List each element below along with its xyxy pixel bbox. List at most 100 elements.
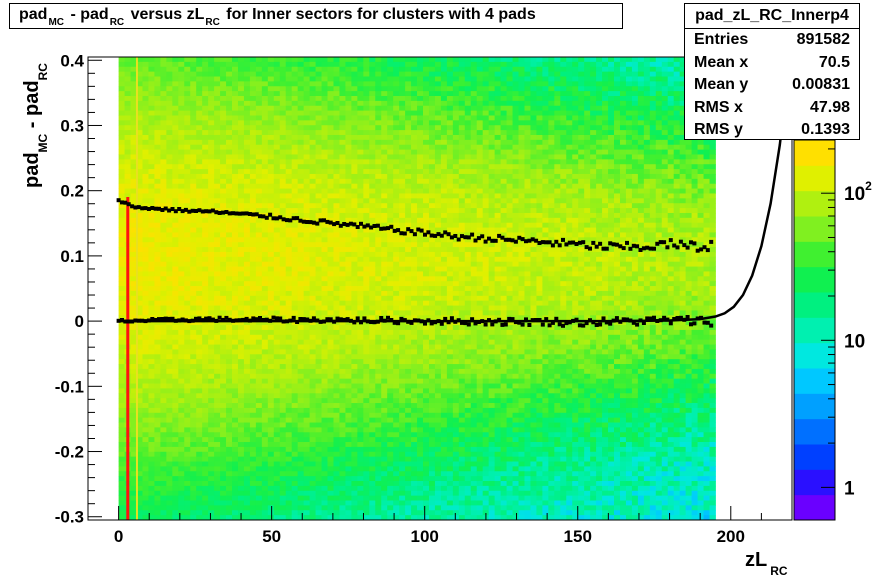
heatmap-cell bbox=[345, 66, 352, 73]
heatmap-cell bbox=[255, 476, 263, 482]
heatmap-cell bbox=[136, 305, 143, 311]
heatmap-cell bbox=[327, 393, 334, 399]
heatmap-cell bbox=[196, 276, 203, 282]
heatmap-cell bbox=[411, 510, 418, 516]
heatmap-cell bbox=[423, 130, 430, 136]
heatmap-cell bbox=[148, 412, 155, 419]
heatmap-cell bbox=[243, 481, 251, 487]
heatmap-cell bbox=[178, 203, 185, 209]
heatmap-cell bbox=[369, 500, 376, 506]
heatmap-cell bbox=[393, 339, 400, 345]
heatmap-cell bbox=[297, 451, 305, 458]
heatmap-cell bbox=[148, 393, 155, 399]
heatmap-cell bbox=[363, 110, 370, 116]
heatmap-cell bbox=[160, 144, 167, 150]
heatmap-cell bbox=[154, 339, 161, 345]
heatmap-cell bbox=[309, 446, 316, 453]
heatmap-cell bbox=[255, 417, 263, 423]
heatmap-cell bbox=[220, 81, 227, 87]
heatmap-cell bbox=[321, 95, 328, 102]
heatmap-cell bbox=[387, 295, 394, 302]
heatmap-cell bbox=[321, 164, 328, 170]
heatmap-cell bbox=[267, 437, 275, 443]
heatmap-cell bbox=[172, 515, 179, 521]
heatmap-cell bbox=[160, 178, 167, 185]
heatmap-cell bbox=[226, 232, 233, 238]
heatmap-cell bbox=[243, 505, 251, 511]
heatmap-cell bbox=[142, 388, 149, 394]
heatmap-cell bbox=[130, 95, 137, 102]
heatmap-cell bbox=[393, 276, 400, 282]
heatmap-cell bbox=[405, 485, 412, 492]
heatmap-cell bbox=[315, 247, 322, 253]
heatmap-cell bbox=[136, 349, 143, 355]
heatmap-cell bbox=[273, 490, 281, 497]
heatmap-cell bbox=[124, 110, 131, 116]
heatmap-cell bbox=[184, 110, 191, 116]
heatmap-cell bbox=[411, 320, 418, 326]
heatmap-cell bbox=[417, 57, 424, 63]
heatmap-cell bbox=[423, 188, 430, 194]
heatmap-cell bbox=[303, 115, 311, 121]
heatmap-cell bbox=[172, 154, 179, 160]
heatmap-cell bbox=[172, 339, 179, 345]
heatmap-cell bbox=[393, 485, 400, 492]
heatmap-cell bbox=[226, 349, 233, 355]
heatmap-cell bbox=[261, 451, 269, 458]
heatmap-cell bbox=[178, 281, 185, 287]
heatmap-cell bbox=[417, 334, 424, 341]
heatmap-cell bbox=[208, 446, 215, 453]
heatmap-cell bbox=[184, 222, 191, 228]
heatmap-cell bbox=[249, 300, 257, 306]
heatmap-cell bbox=[387, 81, 394, 87]
heatmap-cell bbox=[417, 242, 424, 248]
heatmap-cell bbox=[166, 164, 173, 170]
heatmap-cell bbox=[327, 334, 334, 341]
heatmap-cell bbox=[130, 354, 137, 360]
heatmap-cell bbox=[255, 251, 263, 258]
heatmap-cell bbox=[285, 339, 293, 345]
heatmap-cell bbox=[184, 115, 191, 121]
heatmap-cell bbox=[160, 515, 167, 521]
heatmap-cell bbox=[232, 451, 239, 458]
heatmap-cell bbox=[237, 500, 245, 506]
heatmap-cell bbox=[351, 485, 358, 492]
heatmap-cell bbox=[237, 203, 245, 209]
heatmap-cell bbox=[142, 247, 149, 253]
heatmap-cell bbox=[255, 368, 263, 375]
heatmap-cell bbox=[118, 407, 125, 414]
heatmap-cell bbox=[172, 115, 179, 121]
heatmap-cell bbox=[423, 237, 430, 243]
heatmap-cell bbox=[387, 203, 394, 209]
heatmap-cell bbox=[249, 81, 257, 87]
heatmap-cell bbox=[333, 217, 340, 224]
heatmap-cell bbox=[190, 251, 197, 258]
heatmap-cell bbox=[309, 217, 316, 224]
heatmap-cell bbox=[369, 388, 376, 394]
heatmap-cell bbox=[303, 91, 311, 97]
heatmap-cell bbox=[232, 188, 239, 194]
heatmap-cell bbox=[369, 383, 376, 389]
heatmap-cell bbox=[220, 71, 227, 77]
heatmap-cell bbox=[399, 193, 406, 199]
heatmap-cell bbox=[178, 329, 185, 336]
heatmap-cell bbox=[136, 247, 143, 253]
heatmap-cell bbox=[118, 130, 125, 136]
heatmap-cell bbox=[315, 471, 322, 477]
heatmap-cell bbox=[243, 515, 251, 521]
heatmap-cell bbox=[351, 71, 358, 77]
heatmap-cell bbox=[381, 510, 388, 516]
heatmap-cell bbox=[309, 208, 316, 214]
heatmap-cell bbox=[399, 169, 406, 175]
heatmap-cell bbox=[399, 446, 406, 453]
heatmap-cell bbox=[166, 432, 173, 438]
heatmap-cell bbox=[178, 183, 185, 189]
heatmap-cell bbox=[411, 339, 418, 345]
heatmap-cell bbox=[243, 310, 251, 316]
heatmap-cell bbox=[237, 417, 245, 423]
heatmap-cell bbox=[387, 261, 394, 267]
heatmap-cell bbox=[411, 217, 418, 224]
heatmap-cell bbox=[232, 407, 239, 414]
heatmap-cell bbox=[351, 188, 358, 194]
heatmap-cell bbox=[190, 339, 197, 345]
